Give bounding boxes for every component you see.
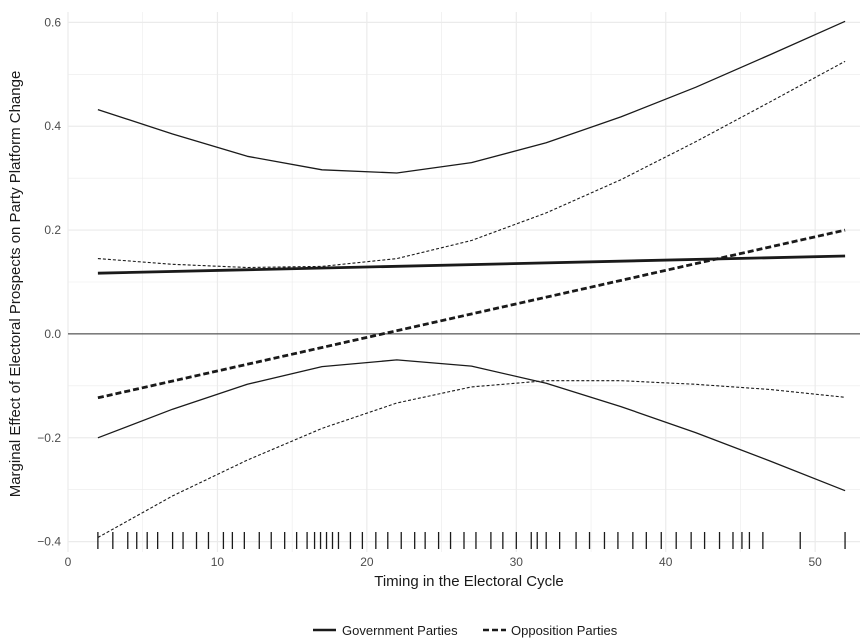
- x-tick-label: 20: [360, 555, 374, 569]
- grid-lines: [67, 12, 860, 552]
- x-tick-label: 40: [659, 555, 673, 569]
- opposition-parties-estimate-line: [97, 228, 846, 400]
- legend-label-opposition: Opposition Parties: [511, 623, 618, 638]
- legend-label-government: Government Parties: [342, 623, 458, 638]
- x-tick-label: 30: [510, 555, 524, 569]
- opposition-parties-lower-ci-line: [97, 380, 846, 538]
- government-parties-lower-ci-line: [97, 359, 846, 492]
- government-parties-upper-ci-line: [97, 20, 846, 174]
- tick-labels: 0 10 20 30 40 50 −0.4 −0.2 0.0 0.2 0.4 0.6: [37, 15, 822, 569]
- y-tick-label: 0.0: [44, 327, 61, 341]
- government-parties-estimate-line: [97, 254, 846, 275]
- series-lines: [97, 20, 846, 538]
- x-tick-label: 0: [65, 555, 72, 569]
- y-tick-label: −0.4: [37, 535, 61, 549]
- opposition-parties-upper-ci-line: [97, 60, 846, 269]
- y-tick-label: 0.4: [44, 119, 61, 133]
- x-tick-label: 10: [211, 555, 225, 569]
- legend: Government Parties Opposition Parties: [313, 623, 618, 638]
- y-tick-label: 0.2: [44, 223, 61, 237]
- x-axis-title: Timing in the Electoral Cycle: [374, 573, 564, 590]
- rug-marks: [97, 532, 846, 549]
- y-axis-title: Marginal Effect of Electoral Prospects o…: [7, 71, 24, 498]
- x-tick-label: 50: [808, 555, 822, 569]
- y-tick-label: 0.6: [44, 15, 61, 29]
- y-tick-label: −0.2: [37, 431, 61, 445]
